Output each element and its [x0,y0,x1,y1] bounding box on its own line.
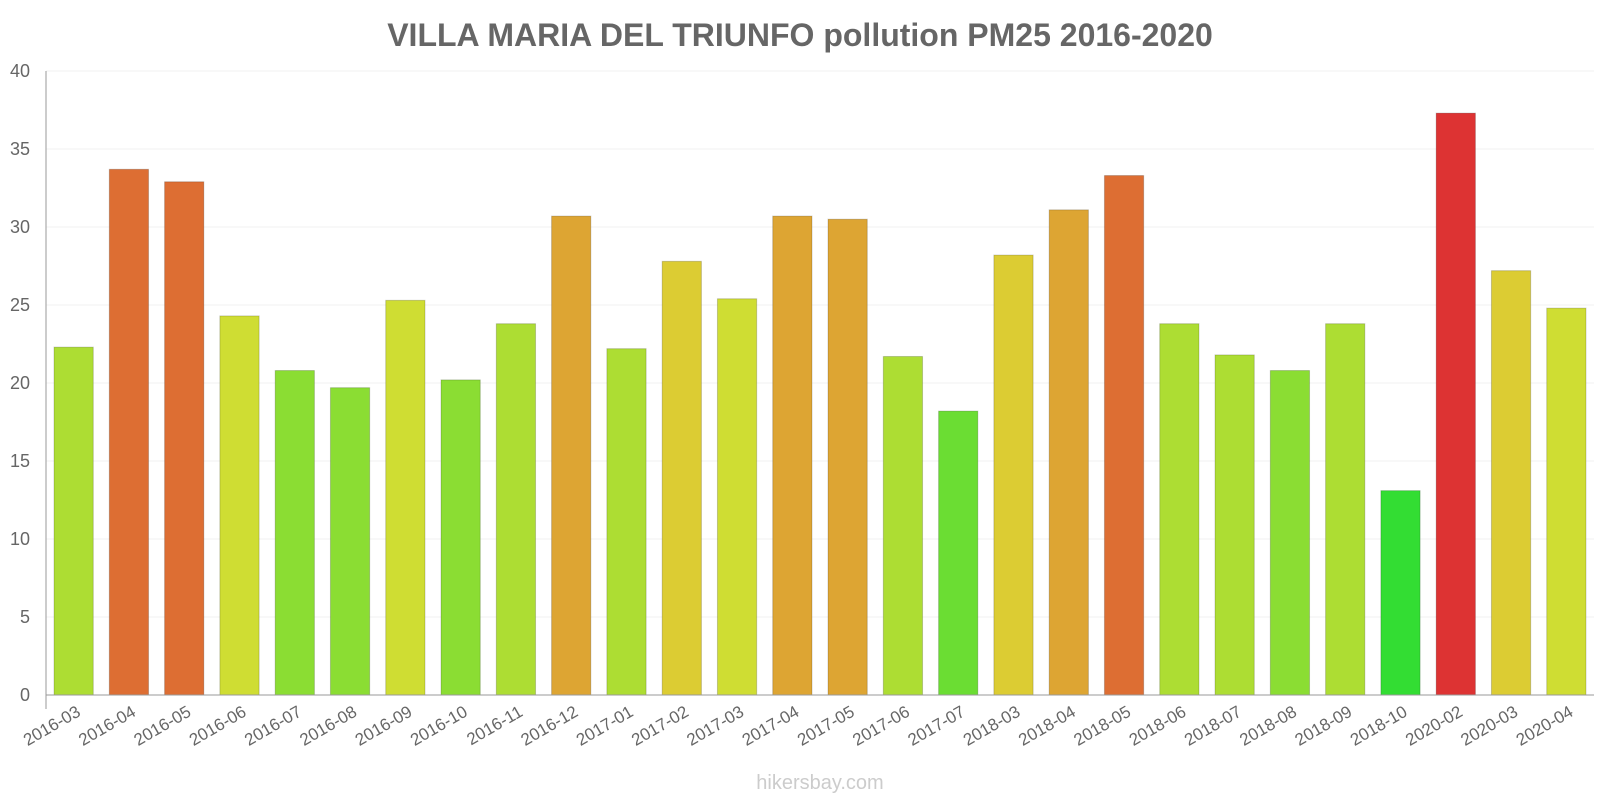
y-tick-label: 20 [10,373,30,393]
y-tick-label: 10 [10,529,30,549]
bar-2017-06 [882,355,924,696]
bar-2017-04 [772,215,813,696]
x-tick-label: 2020-03 [1458,702,1522,750]
y-tick-label: 15 [10,451,30,471]
x-tick-label: 2017-04 [739,702,803,750]
x-tick-label: 2017-01 [573,702,637,750]
bar-2016-08 [329,387,371,696]
x-tick-label: 2016-05 [131,702,195,750]
bar-2016-03 [53,346,94,696]
bar-2016-07 [274,370,315,696]
x-tick-label: 2016-03 [20,702,84,750]
bar-2017-02 [661,260,702,696]
x-tick-label: 2018-09 [1292,702,1356,750]
x-axis-ticks: 2016-032016-042016-052016-062016-072016-… [20,702,1576,750]
x-tick-label: 2018-04 [1015,702,1079,750]
x-tick-label: 2017-07 [905,702,969,750]
bar-2018-07 [1214,354,1255,696]
x-tick-label: 2020-02 [1402,702,1466,750]
bar-2020-02 [1435,112,1476,696]
y-tick-label: 0 [20,685,30,705]
x-tick-label: 2017-06 [849,702,913,750]
x-tick-label: 2018-08 [1236,702,1300,750]
bar-2016-06 [219,315,260,696]
x-tick-label: 2018-07 [1181,702,1245,750]
bar-2016-05 [164,181,205,696]
chart-title: VILLA MARIA DEL TRIUNFO pollution PM25 2… [387,17,1213,53]
y-tick-label: 40 [10,61,30,81]
y-tick-label: 35 [10,139,30,159]
bars [53,112,1587,696]
bar-2017-03 [716,298,758,696]
bar-2020-04 [1546,307,1587,696]
y-axis-ticks: 0 5 10 15 20 25 30 35 40 [10,61,30,705]
x-tick-label: 2017-02 [628,702,692,750]
bar-2020-03 [1490,270,1532,696]
bar-2016-12 [551,215,592,696]
y-tick-label: 5 [20,607,30,627]
bar-2018-08 [1269,370,1311,696]
x-tick-label: 2016-10 [407,702,471,750]
x-tick-label: 2018-06 [1126,702,1190,750]
bar-2016-04 [108,168,150,696]
bar-2018-03 [993,254,1034,696]
bar-2018-06 [1159,323,1200,696]
x-tick-label: 2016-12 [518,702,582,750]
bar-2018-04 [1048,209,1089,696]
bar-2016-11 [495,323,537,696]
x-tick-label: 2016-07 [241,702,305,750]
x-tick-label: 2016-08 [297,702,361,750]
bar-2017-07 [938,410,979,696]
x-tick-label: 2016-04 [75,702,139,750]
bar-2017-05 [827,218,868,696]
x-tick-label: 2016-09 [352,702,416,750]
bar-2016-10 [440,379,481,696]
bar-2016-09 [385,299,426,696]
bar-2017-01 [606,348,647,696]
y-tick-label: 25 [10,295,30,315]
x-tick-label: 2017-03 [684,702,748,750]
x-tick-label: 2018-03 [960,702,1024,750]
bar-2018-09 [1325,323,1366,696]
x-tick-label: 2017-05 [794,702,858,750]
watermark: hikersbay.com [756,772,883,794]
y-tick-label: 30 [10,217,30,237]
x-tick-label: 2020-04 [1513,702,1577,750]
bar-2018-05 [1103,175,1145,696]
x-tick-label: 2018-10 [1347,702,1411,750]
x-tick-label: 2016-11 [463,702,525,749]
x-tick-label: 2018-05 [1071,702,1135,750]
x-tick-label: 2016-06 [186,702,250,750]
bar-2018-10 [1380,490,1421,696]
